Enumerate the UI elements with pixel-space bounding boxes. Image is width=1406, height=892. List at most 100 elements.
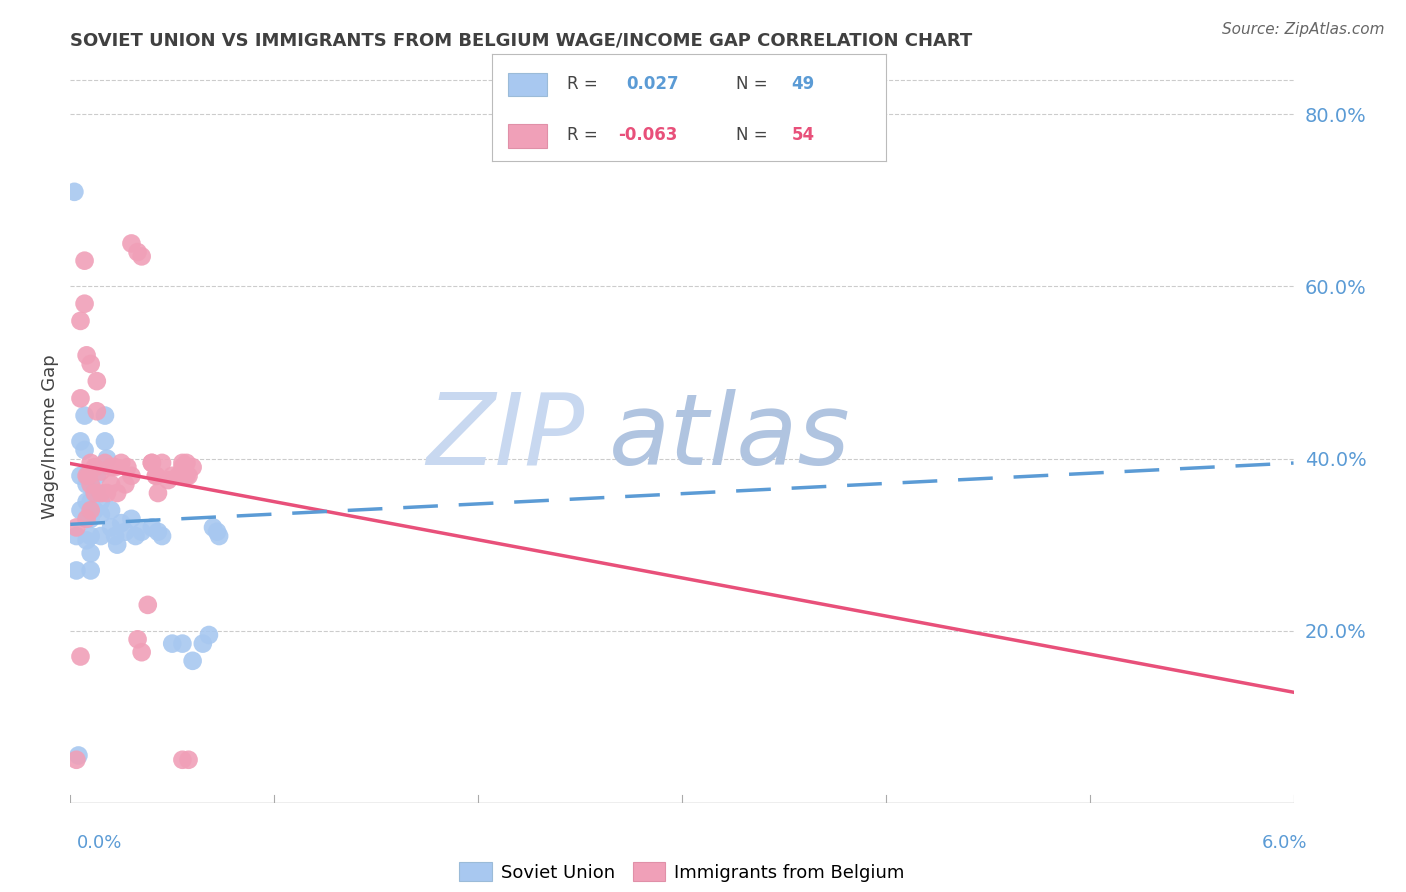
Point <box>121 468 143 483</box>
Point <box>146 524 169 539</box>
Point <box>77 468 100 483</box>
Point <box>172 753 194 767</box>
Point <box>131 645 153 659</box>
Point <box>127 245 149 260</box>
Point <box>65 529 87 543</box>
Point <box>76 477 98 491</box>
Point <box>83 486 105 500</box>
Point <box>121 236 143 251</box>
Point <box>90 529 112 543</box>
Text: 54: 54 <box>792 127 814 145</box>
Point <box>124 529 146 543</box>
Point <box>86 374 108 388</box>
Point <box>181 654 204 668</box>
Point <box>90 508 112 522</box>
Point <box>205 524 228 539</box>
Point <box>100 477 122 491</box>
Point <box>79 564 103 578</box>
Point <box>131 249 153 263</box>
Point <box>114 524 136 539</box>
Text: ZIP: ZIP <box>426 389 583 485</box>
Point <box>172 460 194 475</box>
Point <box>104 460 127 475</box>
Point <box>73 296 96 310</box>
Point <box>176 468 198 483</box>
Point <box>121 512 143 526</box>
Point <box>131 524 153 539</box>
Point <box>105 486 128 500</box>
Text: atlas: atlas <box>609 389 851 485</box>
Point <box>63 185 86 199</box>
Point <box>69 314 91 328</box>
Point <box>65 753 87 767</box>
Point <box>141 520 163 534</box>
Point <box>76 533 98 548</box>
Point <box>73 442 96 457</box>
Point <box>136 598 159 612</box>
Point <box>79 357 103 371</box>
Point <box>76 468 98 483</box>
Point <box>90 486 112 500</box>
Point <box>76 512 98 526</box>
Point <box>67 748 90 763</box>
Point <box>79 494 103 508</box>
Text: 0.0%: 0.0% <box>77 834 122 852</box>
Point <box>83 486 105 500</box>
Point <box>150 456 173 470</box>
Legend: Soviet Union, Immigrants from Belgium: Soviet Union, Immigrants from Belgium <box>451 855 912 888</box>
Point <box>76 348 98 362</box>
Point <box>141 456 163 470</box>
Point <box>202 520 225 534</box>
Point <box>100 520 122 534</box>
Point <box>86 404 108 418</box>
Point <box>177 468 200 483</box>
Point <box>162 468 183 483</box>
Point <box>167 468 190 483</box>
Point <box>100 503 122 517</box>
FancyBboxPatch shape <box>508 73 547 96</box>
Point <box>79 456 103 470</box>
Point <box>94 456 117 470</box>
Point <box>172 637 194 651</box>
Point <box>191 637 214 651</box>
Point <box>90 465 112 479</box>
Text: R =: R = <box>567 127 598 145</box>
Point <box>94 434 117 449</box>
Point <box>76 494 98 508</box>
Point <box>198 628 221 642</box>
Point <box>105 538 128 552</box>
Point <box>69 503 91 517</box>
Point <box>83 460 105 475</box>
Point <box>96 486 118 500</box>
Point <box>146 486 169 500</box>
Point <box>73 409 96 423</box>
Point <box>79 477 103 491</box>
Point <box>79 503 103 517</box>
Point <box>150 529 173 543</box>
Text: R =: R = <box>567 75 598 93</box>
Point <box>162 637 183 651</box>
Point <box>114 477 136 491</box>
Point <box>69 468 91 483</box>
Point <box>86 486 108 500</box>
Point <box>79 546 103 560</box>
Point <box>73 253 96 268</box>
Point <box>110 516 132 530</box>
Point <box>76 512 98 526</box>
Point <box>83 503 105 517</box>
Point <box>141 456 163 470</box>
Point <box>65 564 87 578</box>
Point <box>65 520 87 534</box>
Point <box>79 512 103 526</box>
Point <box>96 451 118 466</box>
Point <box>94 409 117 423</box>
Text: Source: ZipAtlas.com: Source: ZipAtlas.com <box>1222 22 1385 37</box>
Text: 0.027: 0.027 <box>626 75 679 93</box>
Point <box>100 460 122 475</box>
Text: N =: N = <box>737 127 768 145</box>
Point <box>145 468 167 483</box>
Point <box>181 460 204 475</box>
Point <box>176 456 198 470</box>
Point <box>79 477 103 491</box>
Point <box>177 753 200 767</box>
